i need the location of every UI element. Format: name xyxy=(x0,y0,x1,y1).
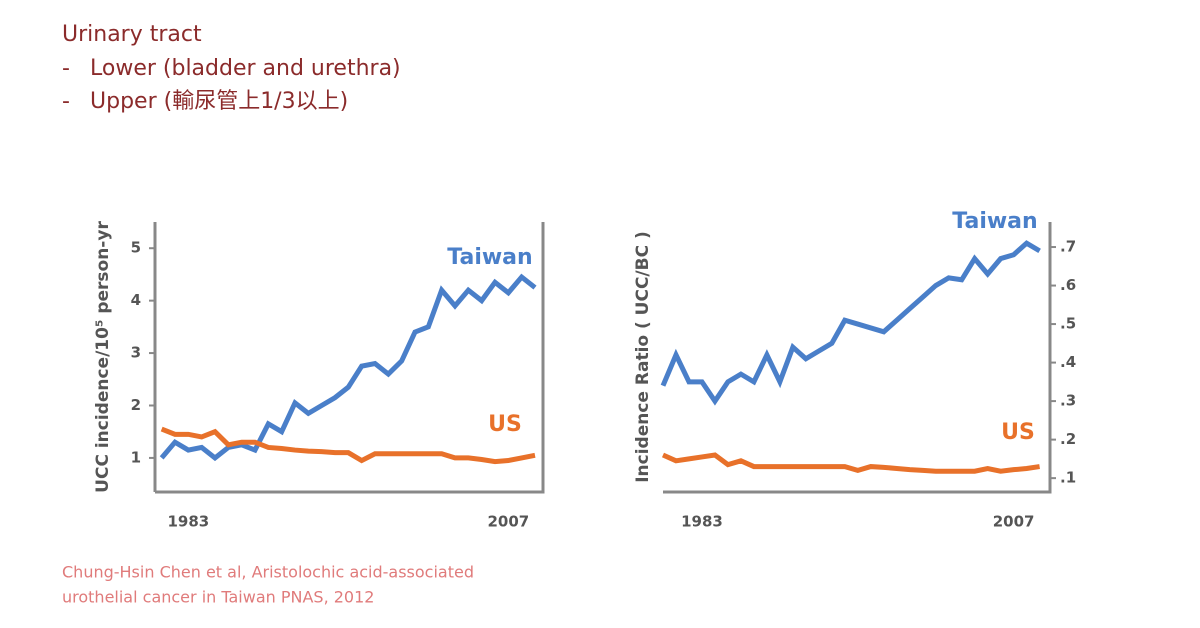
header-item: Upper (輸尿管上1/3以上) xyxy=(90,89,348,114)
series-line xyxy=(660,240,1041,406)
x-tick-label: 2007 xyxy=(993,513,1035,531)
x-tick-label: 2007 xyxy=(487,513,529,531)
bullet: - xyxy=(62,89,70,114)
y-axis-label: Incidence Ratio ( UCC/BC ) xyxy=(633,231,653,483)
header-item: Lower (bladder and urethra) xyxy=(90,56,401,81)
y-tick-label: 5 xyxy=(131,239,141,257)
y-tick-label: .6 xyxy=(1060,276,1076,294)
x-tick-label: 1983 xyxy=(167,513,209,531)
y-tick-label: .4 xyxy=(1060,353,1076,371)
series-label: US xyxy=(1001,420,1035,445)
y-tick-label: 3 xyxy=(131,344,141,362)
y-tick-label: .3 xyxy=(1060,392,1076,410)
y-axis-label: UCC incidence/10⁵ person-yr xyxy=(93,221,113,493)
series-line xyxy=(160,426,536,465)
series-label: US xyxy=(488,412,522,437)
y-tick-label: .2 xyxy=(1060,430,1076,448)
header-title: Urinary tract xyxy=(62,22,202,47)
citation: urothelial cancer in Taiwan PNAS, 2012 xyxy=(62,588,374,607)
y-tick-label: .7 xyxy=(1060,238,1076,256)
series-label: Taiwan xyxy=(952,209,1037,234)
series-line xyxy=(159,273,537,462)
y-tick-label: .5 xyxy=(1060,315,1076,333)
y-tick-label: 4 xyxy=(131,291,141,309)
y-tick-label: 2 xyxy=(131,396,141,414)
bullet: - xyxy=(62,56,70,81)
y-tick-label: .1 xyxy=(1060,469,1076,487)
x-tick-label: 1983 xyxy=(681,513,723,531)
y-tick-label: 1 xyxy=(131,448,141,466)
series-label: Taiwan xyxy=(447,245,532,270)
citation: Chung-Hsin Chen et al, Aristolochic acid… xyxy=(62,563,474,582)
series-line xyxy=(661,452,1040,474)
